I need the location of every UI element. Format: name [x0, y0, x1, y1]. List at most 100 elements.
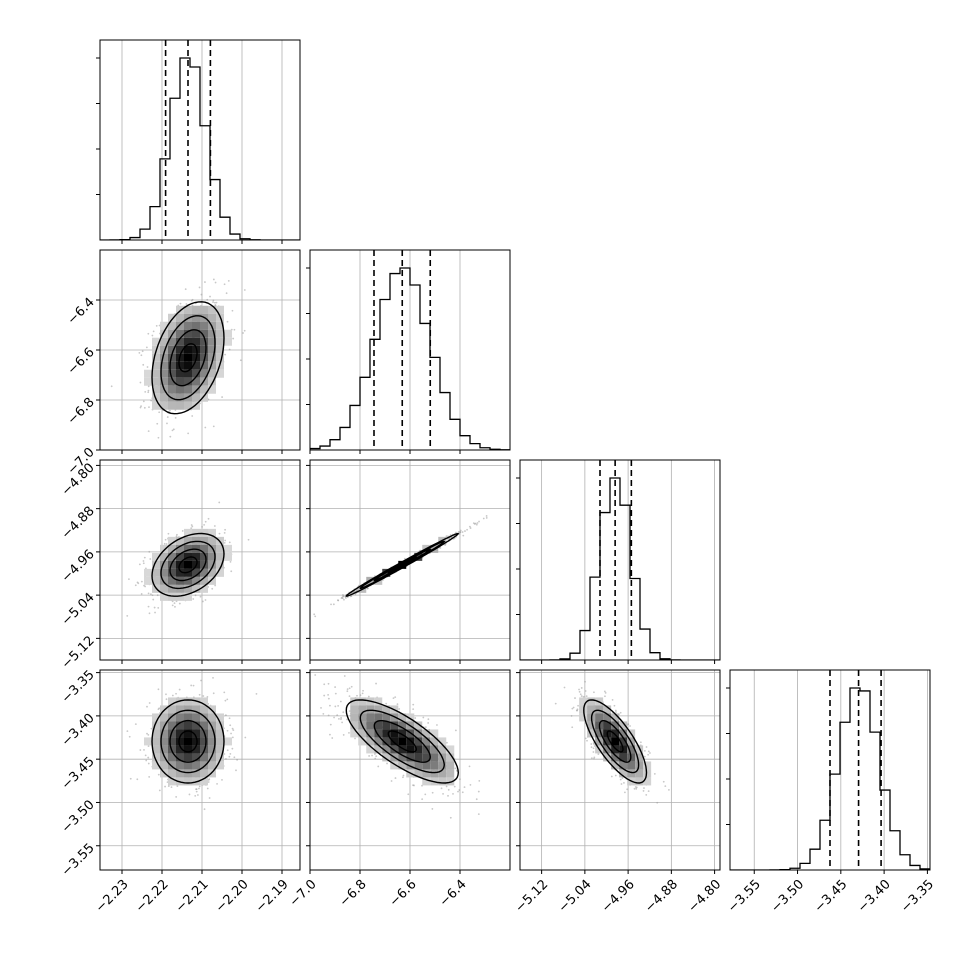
panel-1-1 — [306, 249, 511, 454]
scatter-point — [614, 709, 617, 712]
scatter-point — [169, 435, 172, 438]
scatter-point — [140, 593, 143, 595]
scatter-point — [228, 348, 231, 351]
density-cell — [192, 361, 200, 370]
density-cell — [184, 576, 192, 585]
scatter-point — [412, 703, 415, 706]
density-cell — [358, 713, 367, 722]
density-cell — [430, 745, 439, 754]
scatter-point — [174, 605, 176, 608]
density-cell — [603, 721, 612, 730]
scatter-point — [578, 688, 580, 691]
density-cell — [350, 729, 359, 738]
scatter-point — [157, 773, 160, 776]
scatter-point — [584, 680, 586, 683]
density-cell — [152, 753, 160, 762]
density-cell — [643, 761, 652, 770]
density-cell — [595, 705, 604, 714]
density-cell — [216, 329, 224, 338]
density-cell — [168, 777, 176, 786]
scatter-point — [166, 416, 169, 418]
scatter-point — [329, 733, 331, 736]
scatter-point — [185, 303, 188, 305]
scatter-point — [190, 684, 193, 687]
scatter-point — [643, 755, 646, 758]
panel-frame — [309, 249, 511, 451]
density-cell — [414, 769, 423, 778]
xtick-label-0-4: −2.19 — [253, 877, 292, 916]
scatter-point — [226, 729, 229, 732]
scatter-point — [604, 695, 606, 698]
scatter-point — [563, 686, 566, 689]
scatter-point — [386, 762, 388, 765]
scatter-point — [464, 530, 466, 532]
density-cell — [216, 745, 224, 754]
scatter-point — [356, 694, 358, 697]
scatter-point — [163, 542, 166, 545]
scatter-point — [171, 694, 174, 697]
scatter-point — [206, 787, 209, 790]
scatter-point — [476, 522, 479, 524]
density-cell — [374, 729, 383, 738]
density-cell — [595, 729, 604, 738]
scatter-point — [224, 539, 227, 542]
density-cell — [224, 737, 232, 746]
scatter-point — [643, 749, 646, 752]
density-cell — [152, 560, 160, 569]
density-cell — [176, 753, 184, 762]
scatter-point — [181, 530, 184, 532]
density-cell — [627, 769, 636, 778]
scatter-point — [619, 711, 622, 714]
scatter-point — [647, 790, 650, 793]
density-cell — [208, 313, 216, 322]
density-cell — [619, 721, 628, 730]
density-cell — [200, 393, 208, 402]
density-cell — [200, 721, 208, 730]
scatter-point — [343, 675, 346, 677]
panel-frame — [309, 669, 511, 871]
scatter-point — [368, 755, 371, 757]
scatter-point — [198, 286, 201, 289]
density-cell — [208, 568, 216, 577]
scatter-point — [645, 746, 648, 748]
density-cell — [200, 369, 208, 378]
density-cell — [176, 721, 184, 730]
density-cell — [438, 761, 447, 770]
scatter-point — [431, 808, 434, 810]
density-cell — [160, 761, 168, 770]
density-cell — [168, 576, 176, 585]
contour-3 — [151, 532, 225, 597]
scatter-point — [340, 716, 343, 719]
density-cell — [611, 721, 620, 730]
scatter-point — [455, 531, 457, 534]
scatter-point — [243, 289, 246, 291]
density-cell — [184, 697, 192, 706]
density-cell — [160, 544, 168, 553]
contour-0 — [387, 730, 418, 753]
scatter-point — [138, 563, 141, 566]
density-cell — [144, 377, 152, 386]
density-cell — [168, 584, 176, 593]
scatter-point — [647, 753, 650, 756]
density-cell — [382, 721, 391, 730]
scatter-point — [334, 705, 337, 708]
density-cell — [398, 713, 407, 722]
density-cell — [358, 705, 367, 714]
contour-3 — [345, 532, 460, 597]
scatter-point — [228, 541, 231, 544]
scatter-point — [330, 603, 332, 606]
scatter-point — [147, 389, 150, 392]
density-cell — [160, 401, 168, 410]
density-cell — [176, 369, 184, 378]
scatter-point — [214, 584, 217, 587]
density-cell — [144, 737, 152, 746]
density-cell — [144, 568, 152, 577]
density-cell — [184, 353, 192, 362]
ytick-label-3-3: −3.50 — [59, 798, 98, 837]
xtick-label-0-0: −2.23 — [93, 877, 132, 916]
xtick-label-3-4: −3.35 — [898, 877, 937, 916]
scatter-point — [129, 777, 132, 780]
scatter-point — [452, 793, 454, 795]
density-cell — [168, 369, 176, 378]
xtick-label-0-1: −2.22 — [133, 877, 172, 916]
